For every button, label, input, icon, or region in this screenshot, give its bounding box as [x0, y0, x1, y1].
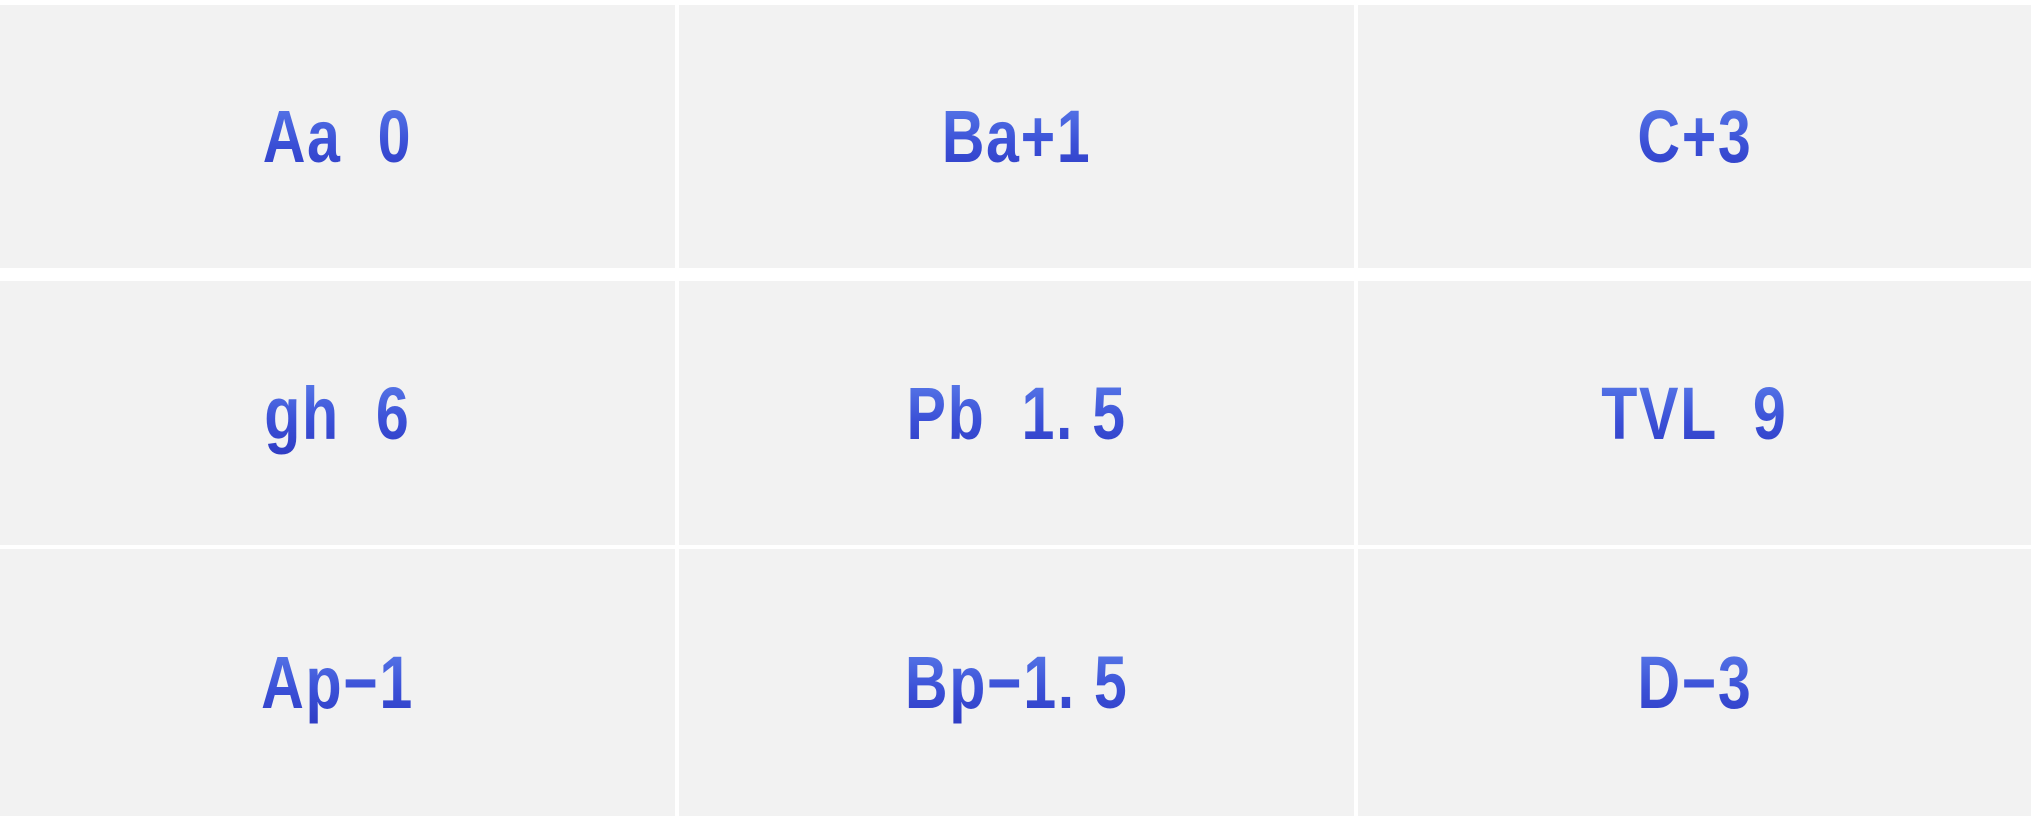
cell-label: Bp−1. 5: [904, 641, 1129, 724]
grid-cell: D−3: [1358, 549, 2031, 816]
cell-label: Ba+1: [941, 95, 1092, 178]
grid-cell: Ba+1: [679, 5, 1354, 268]
grid-cell: TVL 9: [1358, 281, 2031, 545]
cell-label: gh 6: [264, 371, 411, 455]
cell-label: TVL 9: [1601, 371, 1788, 455]
cell-label: Ap−1: [261, 641, 414, 724]
cell-label: Aa 0: [262, 95, 413, 178]
grid-cell: Bp−1. 5: [679, 549, 1354, 816]
cell-label: Pb 1. 5: [906, 371, 1127, 455]
grid-cell: gh 6: [0, 281, 675, 545]
grid-cell: Aa 0: [0, 5, 675, 268]
cell-label: C+3: [1636, 95, 1753, 178]
grid-cell: C+3: [1358, 5, 2031, 268]
grid-cell: Pb 1. 5: [679, 281, 1354, 545]
grid-cell: Ap−1: [0, 549, 675, 816]
cell-label: D−3: [1636, 641, 1753, 724]
